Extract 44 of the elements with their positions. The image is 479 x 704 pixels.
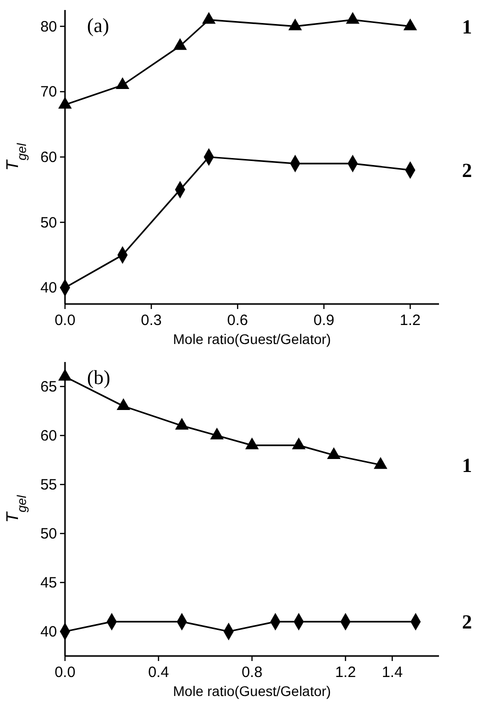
annotation: (a) — [87, 15, 110, 37]
point — [58, 368, 72, 381]
y-tick-label: 45 — [40, 574, 57, 592]
point — [374, 457, 388, 469]
y-tick-label: 50 — [40, 214, 57, 232]
x-tick-label: 0.9 — [313, 312, 334, 329]
y-tick-label: 60 — [40, 428, 57, 444]
x-tick-label: 1.2 — [335, 664, 356, 681]
text: 1 — [462, 16, 472, 38]
x-tick-label: 1.4 — [382, 664, 403, 681]
x-axis-title: Mole ratio(Guest/Gelator) — [173, 683, 331, 699]
y-tick-label: 55 — [40, 476, 57, 494]
y-tick-label: 50 — [40, 526, 57, 542]
y-tick-label: 60 — [40, 149, 57, 166]
point — [58, 96, 72, 109]
y-tick-label: 40 — [40, 280, 57, 297]
point — [210, 428, 224, 440]
point — [346, 12, 360, 24]
point — [403, 18, 418, 30]
point — [175, 418, 189, 430]
x-tick-label: 0.6 — [227, 312, 248, 329]
x-tick-label: 0.8 — [242, 664, 262, 681]
point — [173, 38, 187, 50]
y-tick-label: 80 — [40, 18, 57, 36]
point — [116, 77, 130, 90]
x-tick-label: 0.3 — [140, 312, 162, 329]
y-tick-label: 65 — [40, 378, 57, 396]
point — [202, 12, 216, 24]
y-tick-label: 70 — [40, 84, 57, 101]
x-tick-label: 0.0 — [54, 312, 76, 329]
point — [288, 18, 302, 30]
point — [245, 437, 259, 450]
x-tick-label: 1.2 — [400, 312, 421, 329]
x-axis-title: Mole ratio(Guest/Gelator) — [173, 331, 331, 347]
point — [327, 447, 341, 460]
point — [292, 437, 306, 450]
text: 2 — [462, 160, 472, 182]
x-tick-label: 0.0 — [54, 664, 76, 681]
y-tick-label: 40 — [40, 624, 57, 640]
point — [116, 398, 130, 410]
x-tick-label: 0.4 — [148, 664, 169, 681]
annotation: (b) — [87, 367, 110, 389]
text: 2 — [462, 612, 472, 634]
text: 1 — [462, 454, 472, 477]
